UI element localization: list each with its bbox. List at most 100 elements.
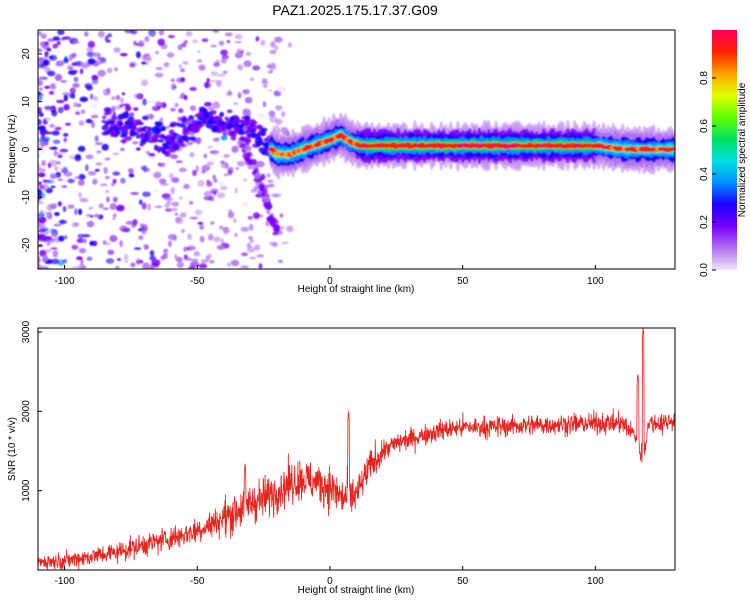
- spectrogram-noise-blob: [130, 192, 139, 195]
- spectrogram-ridge-blob: [230, 135, 237, 141]
- spectrogram-noise-blob: [53, 223, 62, 227]
- spectrogram-noise-blob: [78, 248, 87, 254]
- spectrogram-noise-blob: [200, 259, 207, 265]
- spectrogram-noise-blob: [61, 180, 69, 183]
- spectrogram-noise-blob: [133, 247, 142, 250]
- spectrogram-noise-blob: [62, 133, 69, 137]
- spectrogram-noise-blob: [207, 145, 213, 149]
- spectrogram-noise-blob: [183, 183, 190, 190]
- spectrogram-y-axis-label: Frequency (Hz): [7, 115, 18, 184]
- spectrogram-noise-blob: [154, 205, 163, 208]
- colorbar-tick-label: 0.8: [699, 71, 710, 85]
- spectrogram-noise-blob: [40, 133, 46, 140]
- spectrogram-noise-blob: [48, 55, 54, 59]
- spectrogram-noise-blob: [240, 265, 249, 269]
- spectrogram-noise-blob: [38, 215, 42, 219]
- spectrogram-ridge-blob: [121, 138, 126, 144]
- spectrogram-noise-blob: [222, 70, 228, 74]
- spectrogram-noise-blob: [51, 232, 56, 237]
- spectrogram-noise-blob: [107, 33, 112, 38]
- spectrogram-noise-blob: [149, 265, 153, 269]
- spectrogram-ridge-blob: [124, 136, 133, 141]
- spectrogram-noise-blob: [120, 147, 125, 152]
- spectrogram-ridge-blob: [108, 120, 116, 125]
- spectrogram-noise-blob: [125, 105, 132, 111]
- spectrogram-noise-blob: [281, 110, 286, 118]
- spectrogram-noise-blob: [109, 235, 118, 242]
- spectrogram-ridge-blob: [160, 125, 167, 132]
- spectrogram-ridge-blob: [252, 120, 258, 125]
- spectrogram-noise-blob: [69, 93, 75, 99]
- spectrogram-noise-blob: [185, 141, 194, 146]
- spectrogram-noise-blob: [141, 54, 150, 62]
- spectrogram-noise-blob: [268, 89, 273, 92]
- spectrogram-noise-blob: [133, 93, 141, 99]
- spectrogram-noise-blob: [144, 36, 150, 42]
- spectrogram-noise-blob: [80, 175, 86, 179]
- spectrogram-noise-blob: [78, 120, 85, 126]
- spectrogram-noise-blob: [76, 238, 85, 244]
- spectrogram-noise-blob: [250, 239, 254, 243]
- spectrogram-noise-blob: [163, 248, 169, 253]
- spectrogram-noise-blob: [232, 102, 239, 105]
- spectrogram-noise-blob: [55, 171, 61, 178]
- spectrogram-ridge-blob: [135, 147, 141, 151]
- spectrogram-noise-blob: [256, 254, 265, 258]
- spectrogram-noise-blob: [42, 59, 51, 67]
- spectrogram-ridge-blob: [157, 139, 165, 143]
- spectrogram-noise-blob: [116, 95, 120, 100]
- spectrogram-noise-blob: [79, 197, 89, 203]
- spectrogram-noise-blob: [40, 141, 45, 148]
- spectrogram-noise-blob: [210, 71, 218, 77]
- spectrogram-branch-blob: [253, 167, 259, 174]
- spectrogram-branch-blob: [260, 173, 266, 180]
- spectrogram-noise-blob: [105, 258, 115, 264]
- spectrogram-ridge-blob: [226, 109, 233, 114]
- spectrogram-y-tick-label: 0: [21, 146, 32, 152]
- snr-x-tick-label: 50: [457, 576, 469, 587]
- spectrogram-noise-blob: [166, 52, 175, 58]
- spectrogram-noise-blob: [48, 90, 55, 95]
- spectrogram-branch-blob: [245, 148, 252, 152]
- spectrogram-noise-blob: [63, 94, 68, 102]
- spectrogram-noise-blob: [74, 155, 82, 162]
- spectrogram-noise-blob: [46, 212, 53, 220]
- spectrogram-noise-blob: [80, 109, 86, 115]
- spectrogram-noise-blob: [89, 240, 94, 246]
- spectrogram-noise-blob: [151, 172, 155, 176]
- spectrogram-noise-blob: [213, 62, 220, 67]
- spectrogram-noise-blob: [142, 262, 151, 269]
- spectrogram-noise-blob: [155, 67, 164, 70]
- spectrogram-noise-blob: [69, 87, 76, 95]
- spectrogram-noise-blob: [95, 162, 103, 166]
- spectrogram-noise-blob: [217, 73, 226, 77]
- spectrogram-noise-blob: [183, 254, 188, 259]
- spectrogram-noise-blob: [198, 263, 208, 269]
- spectrogram-noise-blob: [279, 213, 284, 218]
- spectrogram-noise-blob: [201, 164, 211, 172]
- spectrogram-noise-blob: [129, 112, 135, 118]
- snr-x-tick-label: -50: [190, 576, 205, 587]
- spectrogram-noise-blob: [44, 51, 49, 57]
- spectrogram-noise-blob: [50, 175, 57, 179]
- spectrogram-ridge-blob: [210, 109, 217, 115]
- spectrogram-noise-blob: [223, 226, 230, 234]
- spectrogram-ridge-blob: [164, 150, 171, 157]
- spectrogram-noise-blob: [224, 162, 229, 169]
- spectrogram-noise-blob: [216, 245, 225, 250]
- spectrogram-noise-blob: [57, 201, 62, 207]
- spectrogram-noise-blob: [135, 258, 141, 266]
- spectrogram-noise-blob: [115, 265, 120, 269]
- spectrogram-ridge-blob: [151, 138, 159, 142]
- spectrogram-ridge-blob: [220, 135, 228, 141]
- spectrogram-noise-blob: [94, 135, 99, 143]
- spectrogram-noise-blob: [130, 262, 136, 268]
- spectrogram-noise-blob: [114, 67, 118, 72]
- spectrogram-noise-blob: [56, 152, 64, 156]
- spectrogram-noise-blob: [62, 259, 68, 264]
- colorbar: 0.0 0.2 0.4 0.6 0.8 Normalized spectral ampl…: [699, 30, 748, 277]
- spectrogram-noise-blob: [60, 79, 67, 83]
- spectrogram-ridge-blob: [179, 122, 187, 128]
- spectrogram-noise-blob: [210, 221, 215, 225]
- spectrogram-noise-blob: [113, 47, 121, 53]
